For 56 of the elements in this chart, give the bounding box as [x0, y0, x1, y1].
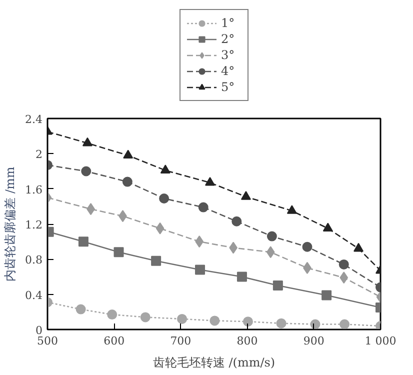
point	[240, 191, 251, 200]
y-axis-title: 内齿轮齿廓偏差 /mm	[3, 166, 18, 282]
y-tick-label: 1.6	[25, 183, 43, 196]
point	[322, 290, 332, 300]
point	[122, 176, 132, 187]
point	[205, 176, 216, 186]
x-tick-label: 1 000	[364, 334, 396, 348]
y-tick-label: 2	[36, 148, 42, 162]
point	[160, 164, 170, 174]
legend-label: 4°	[221, 64, 236, 78]
x-axis-title: 齿轮毛坯转速 /(mm/s)	[152, 356, 276, 370]
point	[236, 272, 247, 282]
point	[195, 236, 204, 248]
point	[114, 247, 124, 258]
point	[78, 236, 88, 247]
point	[123, 150, 134, 159]
point	[340, 272, 348, 284]
point	[159, 194, 170, 204]
point	[82, 137, 92, 146]
x-tick-label: 600	[104, 334, 125, 348]
legend-label: 1°	[221, 16, 236, 30]
point	[198, 202, 208, 212]
point	[266, 246, 275, 258]
point	[232, 216, 242, 226]
point	[310, 319, 320, 330]
legend-label: 5°	[221, 80, 236, 94]
y-tick-label: 0.8	[25, 254, 43, 267]
point	[107, 310, 118, 320]
y-tick-label: 0.4	[25, 288, 43, 302]
point	[272, 280, 283, 291]
point	[286, 205, 297, 214]
point	[151, 256, 162, 266]
point	[322, 222, 333, 232]
x-tick-label: 500	[37, 334, 58, 348]
point	[242, 316, 253, 327]
point	[140, 312, 150, 322]
point	[177, 314, 188, 324]
point	[76, 304, 86, 314]
point	[266, 231, 277, 242]
y-tick-label: 1.2	[25, 218, 43, 232]
y-tick-label: 2.4	[25, 113, 43, 126]
point	[210, 316, 220, 326]
point	[81, 166, 92, 176]
y-tick-label: 0	[36, 324, 42, 337]
point	[195, 264, 206, 275]
point	[354, 242, 364, 252]
point	[340, 319, 350, 330]
legend-label: 3°	[221, 48, 236, 62]
x-tick-label: 800	[236, 334, 258, 348]
x-tick-label: 900	[303, 334, 324, 348]
legend-label: 2°	[221, 32, 236, 46]
point	[338, 259, 349, 270]
x-tick-label: 700	[170, 334, 192, 348]
point	[156, 222, 164, 234]
point	[276, 318, 286, 328]
point	[302, 242, 312, 252]
